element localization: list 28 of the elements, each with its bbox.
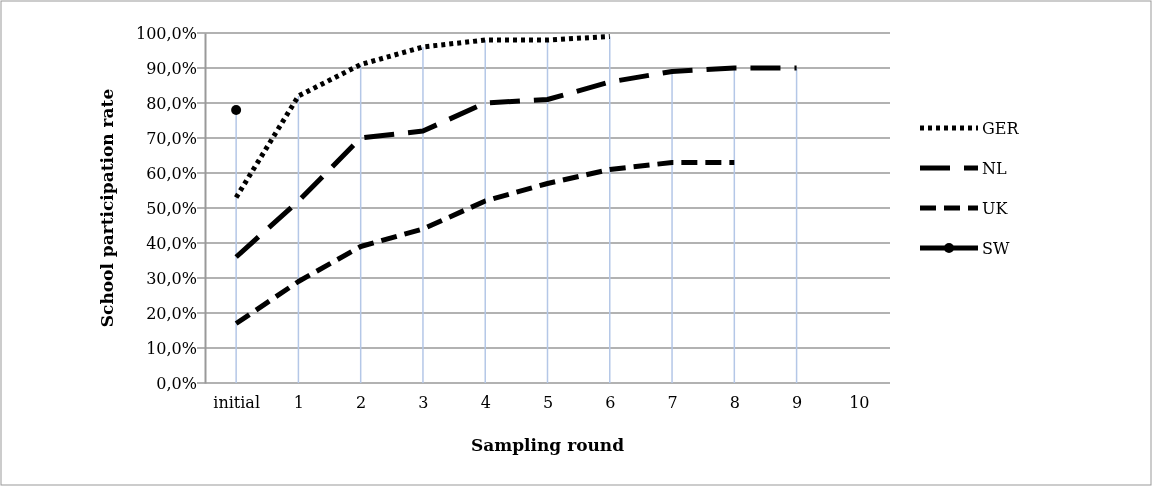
x-tick-label: 10 — [849, 393, 870, 413]
x-tick-label: 5 — [542, 393, 554, 413]
y-tick-label: 50,0% — [146, 198, 197, 218]
y-tick-label: 80,0% — [146, 93, 197, 113]
x-tick-label: 8 — [729, 393, 740, 413]
x-tick-label: initial — [213, 393, 261, 413]
legend-label: UK — [982, 198, 1009, 218]
y-tick-label: 30,0% — [146, 268, 197, 288]
y-tick-label: 100,0% — [135, 23, 197, 43]
x-tick-label: 3 — [418, 393, 429, 413]
x-tick-label: 6 — [605, 393, 616, 413]
x-axis-title: Sampling round — [470, 435, 625, 455]
y-tick-label: 40,0% — [146, 233, 197, 253]
legend-label: NL — [982, 158, 1007, 178]
x-tick-label: 7 — [667, 393, 678, 413]
y-tick-label: 0,0% — [156, 373, 197, 393]
x-tick-label: 4 — [480, 393, 491, 413]
y-axis-title: School participation rate — [97, 88, 117, 328]
y-tick-label: 10,0% — [146, 338, 197, 358]
x-tick-label: 2 — [356, 393, 367, 413]
legend-label: SW — [982, 238, 1010, 258]
x-tick-label: 9 — [792, 393, 803, 413]
y-tick-label: 70,0% — [146, 128, 197, 148]
x-tick-label: 1 — [293, 393, 304, 413]
y-tick-label: 60,0% — [146, 163, 197, 183]
legend-label: GER — [982, 118, 1020, 138]
y-tick-label: 90,0% — [146, 58, 197, 78]
y-tick-label: 20,0% — [146, 303, 197, 323]
